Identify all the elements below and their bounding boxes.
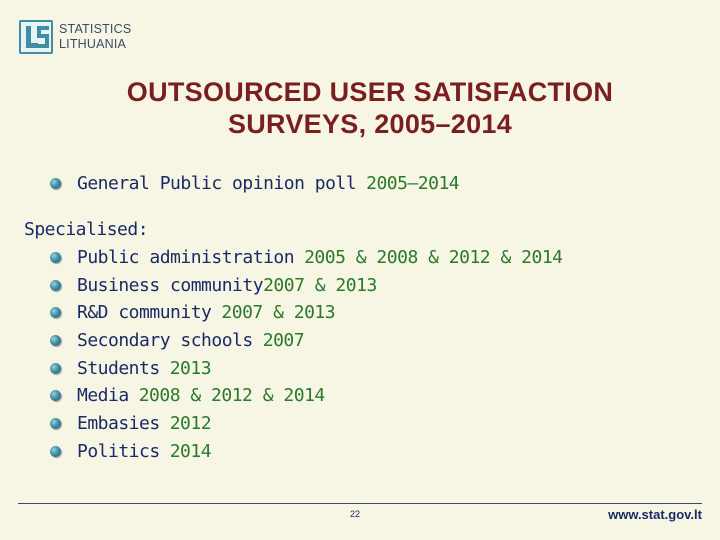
bullet-icon xyxy=(50,418,61,430)
footer-url-link[interactable]: www.stat.gov.lt xyxy=(608,507,702,522)
bullet-icon xyxy=(50,279,61,291)
footer-divider xyxy=(18,503,702,504)
slide-title-line-2: SURVEYS, 2005–2014 xyxy=(227,109,513,139)
list-item: Public administration 2005 & 2008 & 2012… xyxy=(50,244,710,272)
item-years: 2014 xyxy=(169,440,212,462)
ls-logo-icon xyxy=(19,20,53,54)
item-years: 2007 xyxy=(262,330,305,352)
bullet-icon xyxy=(50,362,61,374)
item-label: General Public opinion poll xyxy=(77,173,357,195)
item-label: Embasies xyxy=(77,413,160,435)
item-label: Politics xyxy=(77,440,160,462)
statistics-lithuania-logo[interactable]: STATISTICS LITHUANIA xyxy=(19,18,137,56)
logo-text: STATISTICS LITHUANIA xyxy=(59,22,131,52)
list-item: Business community 2007 & 2013 xyxy=(50,271,710,299)
item-years: 2005 & 2008 & 2012 & 2014 xyxy=(304,247,563,269)
item-label: R&D community xyxy=(77,302,212,324)
item-years: 2013 xyxy=(169,357,212,379)
item-label: Secondary schools xyxy=(77,330,253,352)
list-item: Secondary schools 2007 xyxy=(50,327,710,355)
bullet-icon xyxy=(50,307,61,319)
item-years: 2007 & 2013 xyxy=(263,274,377,296)
item-years: 2007 & 2013 xyxy=(221,302,336,324)
specialised-heading: Specialised: xyxy=(24,218,149,240)
page-number: 22 xyxy=(350,509,361,519)
bullet-icon xyxy=(50,178,61,190)
slide-content: General Public opinion poll 2005–2014 Sp… xyxy=(24,170,710,466)
list-item: Politics 2014 xyxy=(50,438,710,466)
item-years: 2008 & 2012 & 2014 xyxy=(138,385,326,407)
bullet-icon xyxy=(50,252,61,264)
list-item: Students 2013 xyxy=(50,354,710,382)
item-label: Public administration xyxy=(77,247,295,269)
list-item: Media 2008 & 2012 & 2014 xyxy=(50,382,710,410)
bullet-icon xyxy=(50,390,61,402)
list-item: R&D community 2007 & 2013 xyxy=(50,299,710,327)
item-label: Students xyxy=(77,357,160,379)
item-label: Business community xyxy=(77,274,264,296)
list-item: Embasies 2012 xyxy=(50,410,710,438)
bullet-icon xyxy=(50,445,61,457)
bullet-icon xyxy=(50,335,61,347)
item-years: 2012 xyxy=(169,413,212,435)
logo-line-1: STATISTICS xyxy=(59,22,132,36)
slide-title: OUTSOURCED USER SATISFACTION SURVEYS, 20… xyxy=(40,76,700,140)
general-public-item: General Public opinion poll 2005–2014 xyxy=(50,170,710,198)
slide-title-line-1: OUTSOURCED USER SATISFACTION xyxy=(126,77,614,107)
logo-line-2: LITHUANIA xyxy=(59,37,127,51)
item-years: 2005–2014 xyxy=(366,173,460,195)
item-label: Media xyxy=(77,385,129,407)
